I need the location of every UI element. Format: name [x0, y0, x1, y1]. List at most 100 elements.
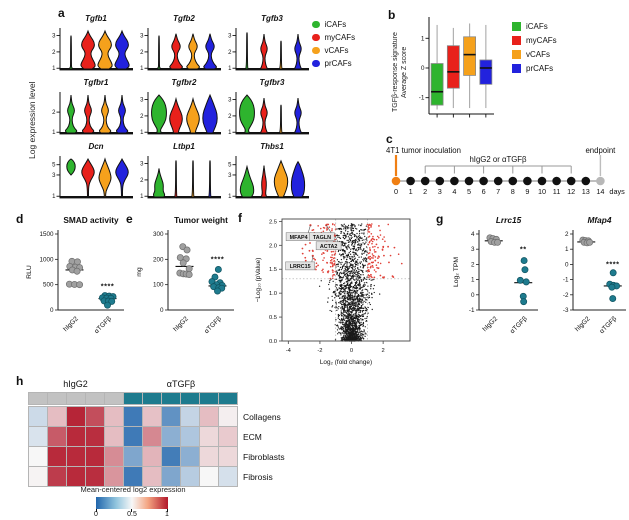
- inoculation-label: 4T1 tumor inoculation: [386, 146, 461, 155]
- data-point: [373, 249, 376, 251]
- data-point: [361, 293, 363, 295]
- data-point: [347, 295, 349, 297]
- colorbar-tick-05: 0.5: [127, 511, 137, 518]
- data-point: [353, 269, 355, 271]
- significance: **: [520, 244, 527, 253]
- data-point: [349, 299, 351, 301]
- data-point: [364, 284, 366, 286]
- data-point: [336, 309, 338, 311]
- panel-e-letter: e: [126, 212, 133, 226]
- data-point: [400, 262, 403, 265]
- panel-c-letter: c: [386, 132, 393, 146]
- data-point: [365, 288, 368, 291]
- ytick: 5: [228, 163, 232, 169]
- ytick: 1: [471, 277, 475, 284]
- x-group-label: αTGFβ: [509, 315, 529, 335]
- data-point: [345, 300, 347, 302]
- data-point: [347, 288, 349, 290]
- data-point: [351, 303, 353, 305]
- data-point: [362, 289, 364, 291]
- data-point: [365, 260, 368, 262]
- data-point: [341, 307, 344, 309]
- data-point: [349, 305, 352, 308]
- heatmap-cell: [162, 427, 180, 446]
- data-point: [356, 298, 359, 300]
- data-point: [339, 266, 342, 269]
- data-point: [361, 311, 364, 313]
- heatmap-cell: [86, 407, 104, 426]
- violin-plot-Tgfbr2: Tgfbr2 1 2 3: [136, 78, 222, 140]
- data-point: [358, 302, 360, 305]
- ytick: 0.0: [269, 339, 277, 345]
- data-point: [371, 264, 374, 267]
- data-point: [367, 274, 370, 276]
- data-point: [352, 328, 355, 330]
- data-point: [354, 265, 357, 268]
- data-point: [352, 316, 354, 318]
- data-point: [360, 301, 362, 304]
- data-point: [344, 238, 346, 240]
- panel-a-ylabel: Log expression level: [27, 81, 37, 159]
- data-point: [322, 268, 324, 271]
- violin-svg: 1 2 3: [228, 92, 309, 136]
- data-point: [343, 338, 346, 340]
- data-point: [341, 312, 343, 314]
- data-point: [370, 232, 373, 235]
- data-point: [348, 262, 350, 264]
- data-point: [346, 239, 348, 242]
- heatmap-cell: [29, 447, 47, 466]
- data-point: [345, 336, 348, 338]
- data-point: [360, 261, 362, 263]
- violin: [239, 164, 255, 198]
- heatmap-body: [28, 406, 238, 487]
- data-point: [351, 224, 353, 226]
- data-point: [351, 231, 353, 234]
- data-point: [301, 252, 304, 255]
- data-point: [365, 250, 367, 252]
- data-point: [337, 236, 339, 239]
- day-label: 14: [596, 187, 604, 196]
- panel-b-ylabel-line1: TGFβ-response signature: [392, 32, 399, 112]
- ytick: 5: [52, 163, 56, 169]
- data-point: [214, 287, 221, 295]
- data-point: [353, 254, 355, 256]
- data-point: [341, 284, 343, 286]
- data-point: [343, 311, 345, 313]
- data-point: [353, 278, 355, 281]
- data-point: [342, 323, 344, 325]
- data-point: [552, 176, 561, 186]
- data-point: [379, 262, 382, 265]
- data-point: [338, 269, 340, 272]
- smad-activity-plot: 0 500 1000 1500 SMAD activity RLU hIgG2 αTGFβ **…: [26, 215, 124, 335]
- sample-header-treated: [124, 393, 142, 404]
- data-point: [344, 331, 346, 333]
- heatmap-row-labels: Collagens ECM Fibroblasts Fibrosis: [243, 407, 285, 487]
- data-point: [355, 286, 357, 288]
- data-point: [355, 337, 357, 339]
- data-point: [359, 295, 361, 297]
- data-point: [345, 266, 348, 268]
- violin-title: Tgfbr3: [259, 78, 285, 87]
- data-point: [373, 269, 376, 271]
- violin: [80, 29, 96, 70]
- data-point: [379, 234, 382, 236]
- data-point: [338, 331, 340, 334]
- data-point: [508, 176, 518, 186]
- data-point: [319, 227, 322, 230]
- data-point: [343, 298, 345, 300]
- data-point: [344, 267, 346, 269]
- data-point: [333, 263, 336, 266]
- ytick: 1: [140, 194, 144, 200]
- x-group-label: hIgG2: [482, 315, 500, 333]
- legend-item: prCAFs: [312, 59, 355, 68]
- data-point: [356, 335, 358, 338]
- data-point: [362, 319, 364, 321]
- data-point: [331, 261, 333, 264]
- ytick: 3: [140, 162, 144, 168]
- ytick: 100: [153, 282, 164, 289]
- data-point: [353, 289, 356, 292]
- data-point: [351, 315, 353, 317]
- data-point: [333, 260, 335, 262]
- data-point: [358, 335, 360, 338]
- data-point: [373, 291, 375, 294]
